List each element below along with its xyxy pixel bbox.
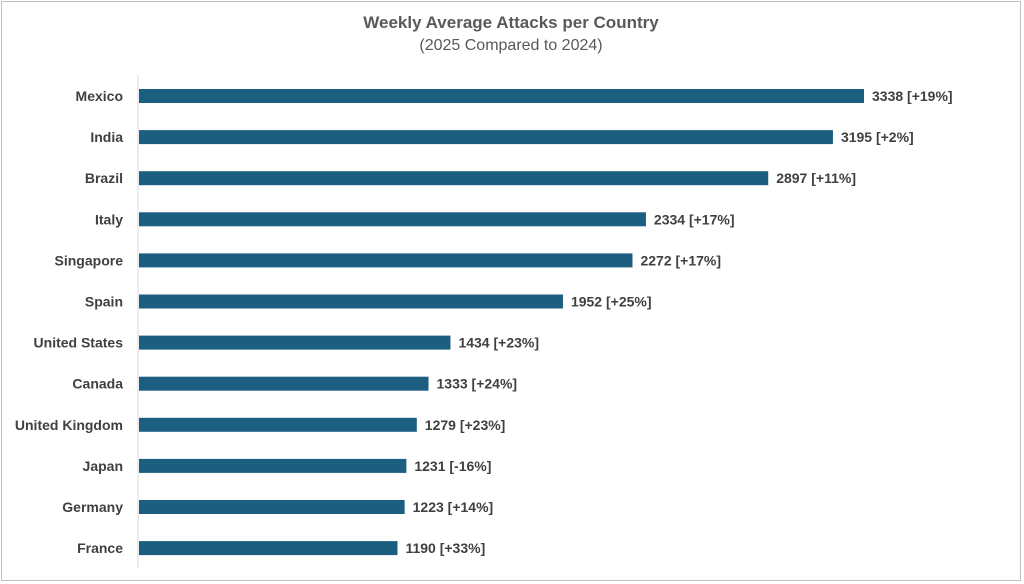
- category-label-singapore: Singapore: [55, 252, 124, 268]
- data-label-brazil: 2897 [+11%]: [776, 170, 856, 186]
- category-labels: Mexico India Brazil Italy Singapore Spain Unit…: [15, 88, 123, 556]
- chart-title: Weekly Average Attacks per Country: [363, 13, 659, 32]
- data-label-japan: 1231 [-16%]: [414, 458, 491, 474]
- bar-canada: [139, 376, 429, 391]
- bar-mexico: [139, 89, 864, 103]
- data-label-singapore: 2272 [+17%]: [640, 252, 721, 268]
- bar-singapore: [139, 253, 633, 268]
- bar-india: [139, 130, 833, 145]
- bar-united-kingdom: [139, 417, 417, 432]
- category-label-france: France: [77, 540, 123, 556]
- category-label-japan: Japan: [83, 458, 123, 474]
- bar-spain: [139, 294, 563, 309]
- chart-subtitle: (2025 Compared to 2024): [419, 37, 603, 54]
- data-label-canada: 1333 [+24%]: [437, 376, 518, 392]
- data-label-italy: 2334 [+17%]: [654, 211, 735, 227]
- category-label-italy: Italy: [95, 211, 123, 227]
- data-label-mexico: 3338 [+19%]: [872, 88, 953, 104]
- data-label-spain: 1952 [+25%]: [571, 294, 652, 310]
- category-label-india: India: [90, 129, 123, 145]
- data-label-united-kingdom: 1279 [+23%]: [425, 417, 506, 433]
- category-label-mexico: Mexico: [76, 88, 123, 104]
- data-label-india: 3195 [+2%]: [841, 129, 914, 145]
- category-label-united-states: United States: [34, 335, 124, 351]
- bar-italy: [139, 212, 646, 227]
- data-label-germany: 1223 [+14%]: [413, 499, 494, 515]
- bar-united-states: [139, 335, 451, 350]
- category-label-united-kingdom: United Kingdom: [15, 417, 123, 433]
- category-label-brazil: Brazil: [85, 170, 123, 186]
- data-label-united-states: 1434 [+23%]: [458, 335, 539, 351]
- data-labels: 3338 [+19%] 3195 [+2%] 2897 [+11%] 2334 [+1…: [405, 88, 952, 556]
- category-label-spain: Spain: [85, 294, 123, 310]
- bars: [139, 89, 864, 556]
- category-label-canada: Canada: [72, 376, 123, 392]
- bar-france: [139, 541, 398, 556]
- category-label-germany: Germany: [62, 499, 123, 515]
- data-label-france: 1190 [+33%]: [405, 540, 485, 556]
- bar-germany: [139, 500, 405, 514]
- bar-japan: [139, 458, 407, 473]
- bar-brazil: [139, 171, 769, 186]
